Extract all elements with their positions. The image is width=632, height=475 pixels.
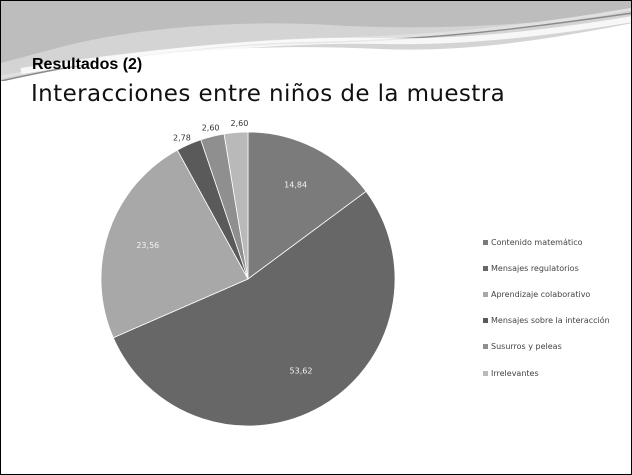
legend-label: Mensajes regulatorios xyxy=(491,263,579,273)
legend-label: Contenido matemático xyxy=(491,237,583,247)
legend-item: Contenido matemático xyxy=(483,229,610,255)
legend-swatch xyxy=(483,344,488,350)
legend-swatch xyxy=(483,265,488,271)
pie-slice xyxy=(247,131,367,280)
legend-label: Aprendizaje colaborativo xyxy=(491,289,591,299)
slice-data-label: 2,78 xyxy=(173,134,191,143)
legend-swatch xyxy=(483,370,488,376)
legend-item: Mensajes regulatorios xyxy=(483,255,610,281)
legend-item: Susurros y peleas xyxy=(483,334,610,360)
legend-item: Mensajes sobre la interacción xyxy=(483,308,610,334)
pie-slice xyxy=(112,190,396,427)
slice-data-label: 53,62 xyxy=(290,367,313,376)
legend-item: Irrelevantes xyxy=(483,360,610,386)
slice-data-label: 2,60 xyxy=(230,119,248,128)
slide-subtitle: Resultados (2) xyxy=(32,56,143,73)
chart-legend: Contenido matemático Mensajes regulatorio… xyxy=(483,229,610,386)
legend-label: Irrelevantes xyxy=(491,368,539,378)
legend-swatch xyxy=(483,239,488,245)
pie-slice xyxy=(100,149,249,339)
legend-item: Aprendizaje colaborativo xyxy=(483,281,610,307)
legend-swatch xyxy=(483,291,488,297)
slice-data-label: 14,84 xyxy=(284,181,307,190)
header-decoration xyxy=(1,1,631,81)
legend-label: Susurros y peleas xyxy=(491,342,562,352)
slice-data-label: 2,60 xyxy=(202,123,220,132)
slice-data-label: 23,56 xyxy=(136,241,159,250)
legend-swatch xyxy=(483,318,488,324)
slide-title: Interacciones entre niños de la muestra xyxy=(31,81,506,107)
legend-label: Mensajes sobre la interacción xyxy=(491,316,610,326)
pie-slice xyxy=(223,131,249,280)
